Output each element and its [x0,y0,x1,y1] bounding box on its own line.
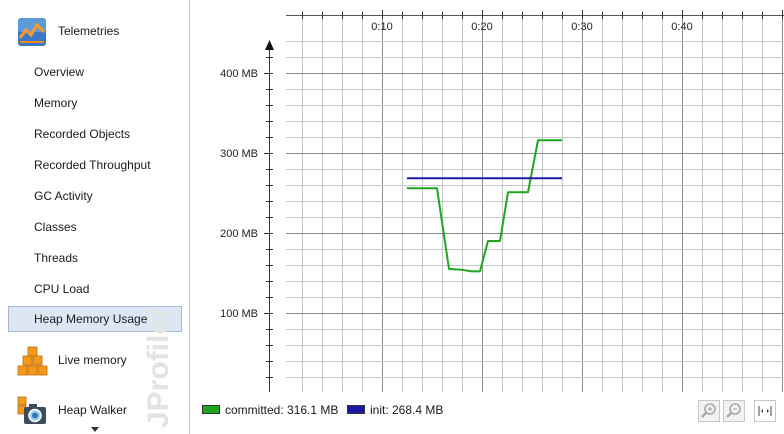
value-tick-label: 300 MB [220,148,258,160]
legend-label: init: 268.4 MB [370,403,444,417]
sidebar-item-heap-memory-usage[interactable]: Heap Memory Usage [8,306,182,332]
sidebar-item-overview[interactable]: Overview [8,59,182,85]
zoom-in-icon [701,403,716,418]
fit-width-button[interactable] [754,400,776,422]
chart-canvas: 0:10 0:20 0:30 0:40 100 MB 200 MB 300 MB 400 MB [220,10,784,392]
legend-init: init: 268.4 MB [347,402,443,418]
sidebar-item-label: Recorded Objects [34,127,131,141]
section-label: Telemetries [58,24,120,38]
legend-label: committed: 316.1 MB [225,403,339,417]
sidebar-item-label: CPU Load [34,282,90,296]
scroll-down-icon[interactable] [89,424,101,434]
sidebar-item-label: GC Activity [34,189,93,203]
sidebar-item-classes[interactable]: Classes [8,214,182,240]
sidebar-item-recorded-throughput[interactable]: Recorded Throughput [8,152,182,178]
telemetries-icon [18,18,46,46]
chart-grid [286,10,784,392]
legend-committed: committed: 316.1 MB [202,402,338,418]
jprofiler-watermark: JProfiler [142,306,175,428]
time-tick-label: 0:40 [671,21,692,33]
section-live-memory[interactable]: Live memory [0,341,189,381]
watermark-text: JProfiler [142,306,175,428]
sidebar-item-memory[interactable]: Memory [8,90,182,116]
value-tick-label: 400 MB [220,68,258,80]
legend-swatch [202,405,220,415]
sidebar-item-label: Overview [34,65,85,79]
zoom-out-icon [726,403,741,418]
sidebar-item-recorded-objects[interactable]: Recorded Objects [8,121,182,147]
sidebar-item-label: Classes [34,220,77,234]
time-tick-label: 0:30 [571,21,592,33]
sidebar-item-threads[interactable]: Threads [8,245,182,271]
time-tick-label: 0:10 [371,21,392,33]
zoom-out-button[interactable] [723,400,745,422]
section-label: Heap Walker [58,403,127,417]
section-label: Live memory [58,353,127,367]
sidebar-item-label: Memory [34,96,78,110]
sidebar: Telemetries Overview Memory Recorded Obj… [0,0,190,434]
sidebar-item-cpu-load[interactable]: CPU Load [8,276,182,302]
sidebar-item-label: Heap Memory Usage [34,312,148,326]
legend-swatch [347,405,365,415]
heap-memory-chart: 0:10 0:20 0:30 0:40 100 MB 200 MB 300 MB 400 MB… [190,0,784,434]
time-axis: 0:10 0:20 0:30 0:40 [286,10,784,33]
heap-walker-icon [17,396,46,424]
value-tick-label: 200 MB [220,228,258,240]
value-axis-arrow [265,40,274,50]
live-memory-icon [17,346,48,376]
sidebar-item-gc-activity[interactable]: GC Activity [8,183,182,209]
section-telemetries[interactable]: Telemetries [0,12,189,52]
fit-width-icon [758,406,772,416]
sidebar-item-label: Recorded Throughput [34,158,151,172]
sidebar-item-label: Threads [34,251,79,265]
section-heap-walker[interactable]: Heap Walker [0,391,189,431]
value-axis: 100 MB 200 MB 300 MB 400 MB [220,40,274,392]
zoom-in-button[interactable] [698,400,720,422]
time-tick-label: 0:20 [471,21,492,33]
series-committed-line [407,139,562,273]
value-tick-label: 100 MB [220,308,258,320]
